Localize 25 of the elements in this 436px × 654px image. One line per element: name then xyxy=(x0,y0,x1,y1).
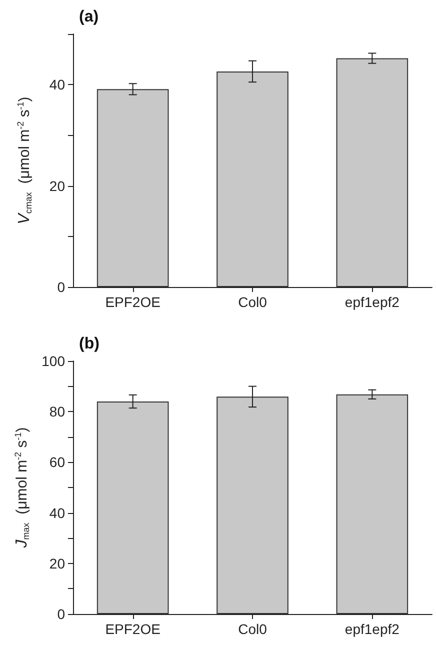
x-tick-label: Col0 xyxy=(238,621,268,637)
chart-title: (a) xyxy=(79,8,99,26)
bar xyxy=(96,401,169,614)
y-tick-label: 40 xyxy=(49,504,66,521)
y-tick-label: 0 xyxy=(57,279,66,295)
y-tick-label: 40 xyxy=(49,76,66,93)
y-tick-label: 20 xyxy=(49,555,66,572)
bar xyxy=(336,58,408,287)
x-tick-label: Col0 xyxy=(238,294,268,310)
y-tick-label: 0 xyxy=(57,606,66,622)
y-tick-label: 100 xyxy=(42,353,66,369)
y-axis-title: Jmax (μmol m-2 s-1) xyxy=(13,427,32,549)
x-tick-label: epf1epf2 xyxy=(344,294,400,310)
bar xyxy=(216,71,288,287)
bar xyxy=(96,89,169,287)
y-tick-label: 60 xyxy=(49,454,66,470)
bar xyxy=(336,394,408,614)
y-axis-title: Vcmax (μmol m-2 s-1) xyxy=(16,96,34,224)
x-tick-label: EPF2OE xyxy=(105,294,160,310)
y-tick-label: 20 xyxy=(49,178,66,194)
y-tick-label: 80 xyxy=(49,404,66,420)
bar xyxy=(216,396,288,614)
x-tick-label: EPF2OE xyxy=(105,621,160,637)
x-tick-label: epf1epf2 xyxy=(344,621,400,637)
chart-title: (b) xyxy=(79,336,100,352)
